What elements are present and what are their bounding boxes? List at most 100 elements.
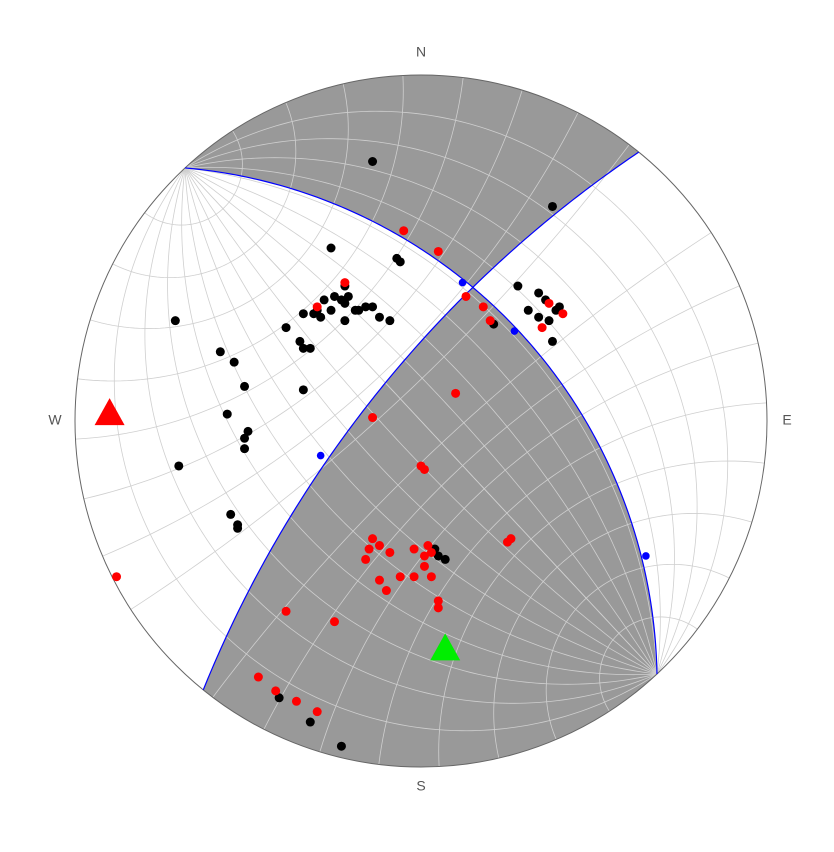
net-grid (212, 232, 712, 698)
direction-label: E (782, 412, 791, 428)
point (385, 547, 395, 557)
point (340, 316, 350, 326)
point (316, 312, 326, 322)
point (433, 596, 443, 606)
point (534, 288, 544, 298)
point (170, 316, 180, 326)
point (229, 357, 239, 367)
net-grid (83, 89, 523, 500)
point (253, 672, 263, 682)
point (340, 298, 350, 308)
point (558, 309, 568, 319)
point (298, 343, 308, 353)
point (485, 316, 495, 326)
point (281, 323, 291, 333)
point (523, 305, 533, 315)
point (274, 693, 284, 703)
great-circle (202, 151, 640, 691)
point (423, 541, 433, 551)
point (240, 444, 250, 454)
point (243, 426, 253, 436)
point (510, 327, 519, 335)
point (240, 433, 250, 443)
point (409, 544, 419, 554)
point (240, 381, 250, 391)
triangle-marker (94, 398, 125, 426)
point (368, 534, 378, 544)
point (426, 547, 436, 557)
point (305, 717, 315, 727)
point (112, 572, 122, 582)
point (312, 302, 322, 312)
point (385, 316, 395, 326)
point (374, 575, 384, 585)
net-grid (493, 513, 752, 759)
point (312, 707, 322, 717)
point (316, 451, 325, 460)
point (361, 554, 371, 564)
net-grid (319, 342, 759, 753)
point (461, 291, 471, 301)
point (340, 278, 350, 288)
point (554, 302, 564, 312)
point (174, 461, 184, 471)
point (458, 278, 467, 287)
net-grid (263, 285, 740, 730)
point (330, 291, 339, 301)
point (305, 343, 315, 353)
point (426, 572, 436, 582)
point (364, 544, 374, 554)
direction-label: N (416, 44, 426, 60)
unshaded-region (75, 75, 767, 690)
point (381, 586, 391, 596)
primitive-circle (74, 74, 768, 768)
point (433, 551, 443, 561)
point (298, 385, 308, 395)
point (222, 409, 232, 419)
point (419, 561, 429, 571)
point (368, 413, 378, 423)
point (374, 541, 384, 551)
point (330, 617, 339, 627)
point (440, 554, 450, 564)
point (399, 226, 409, 236)
point (336, 741, 346, 751)
point (451, 388, 461, 398)
point (534, 312, 544, 322)
point (544, 298, 554, 308)
net-grid (545, 563, 730, 740)
point (291, 696, 301, 706)
point (433, 603, 443, 613)
direction-label: S (416, 778, 425, 794)
net-grid (130, 144, 630, 610)
net-grid (599, 616, 698, 712)
net-grid (438, 460, 765, 767)
point (215, 347, 225, 357)
point (433, 246, 443, 256)
point (409, 572, 419, 582)
point (368, 157, 378, 166)
point (419, 464, 429, 474)
point (226, 509, 236, 519)
point (395, 572, 405, 582)
net-grid (102, 112, 579, 557)
point (295, 336, 305, 346)
net-grid (77, 75, 404, 382)
point (547, 336, 557, 346)
point (419, 551, 429, 561)
net-grid (112, 102, 297, 279)
triangle-marker (430, 633, 461, 661)
point (233, 523, 243, 533)
point (326, 305, 336, 315)
point (503, 537, 512, 547)
net-grid (75, 77, 464, 440)
point (281, 606, 291, 616)
point (544, 316, 554, 326)
point (319, 295, 329, 305)
point (326, 243, 336, 253)
net-grid (144, 130, 243, 226)
point (361, 302, 371, 312)
point (271, 686, 281, 696)
point (354, 305, 364, 315)
